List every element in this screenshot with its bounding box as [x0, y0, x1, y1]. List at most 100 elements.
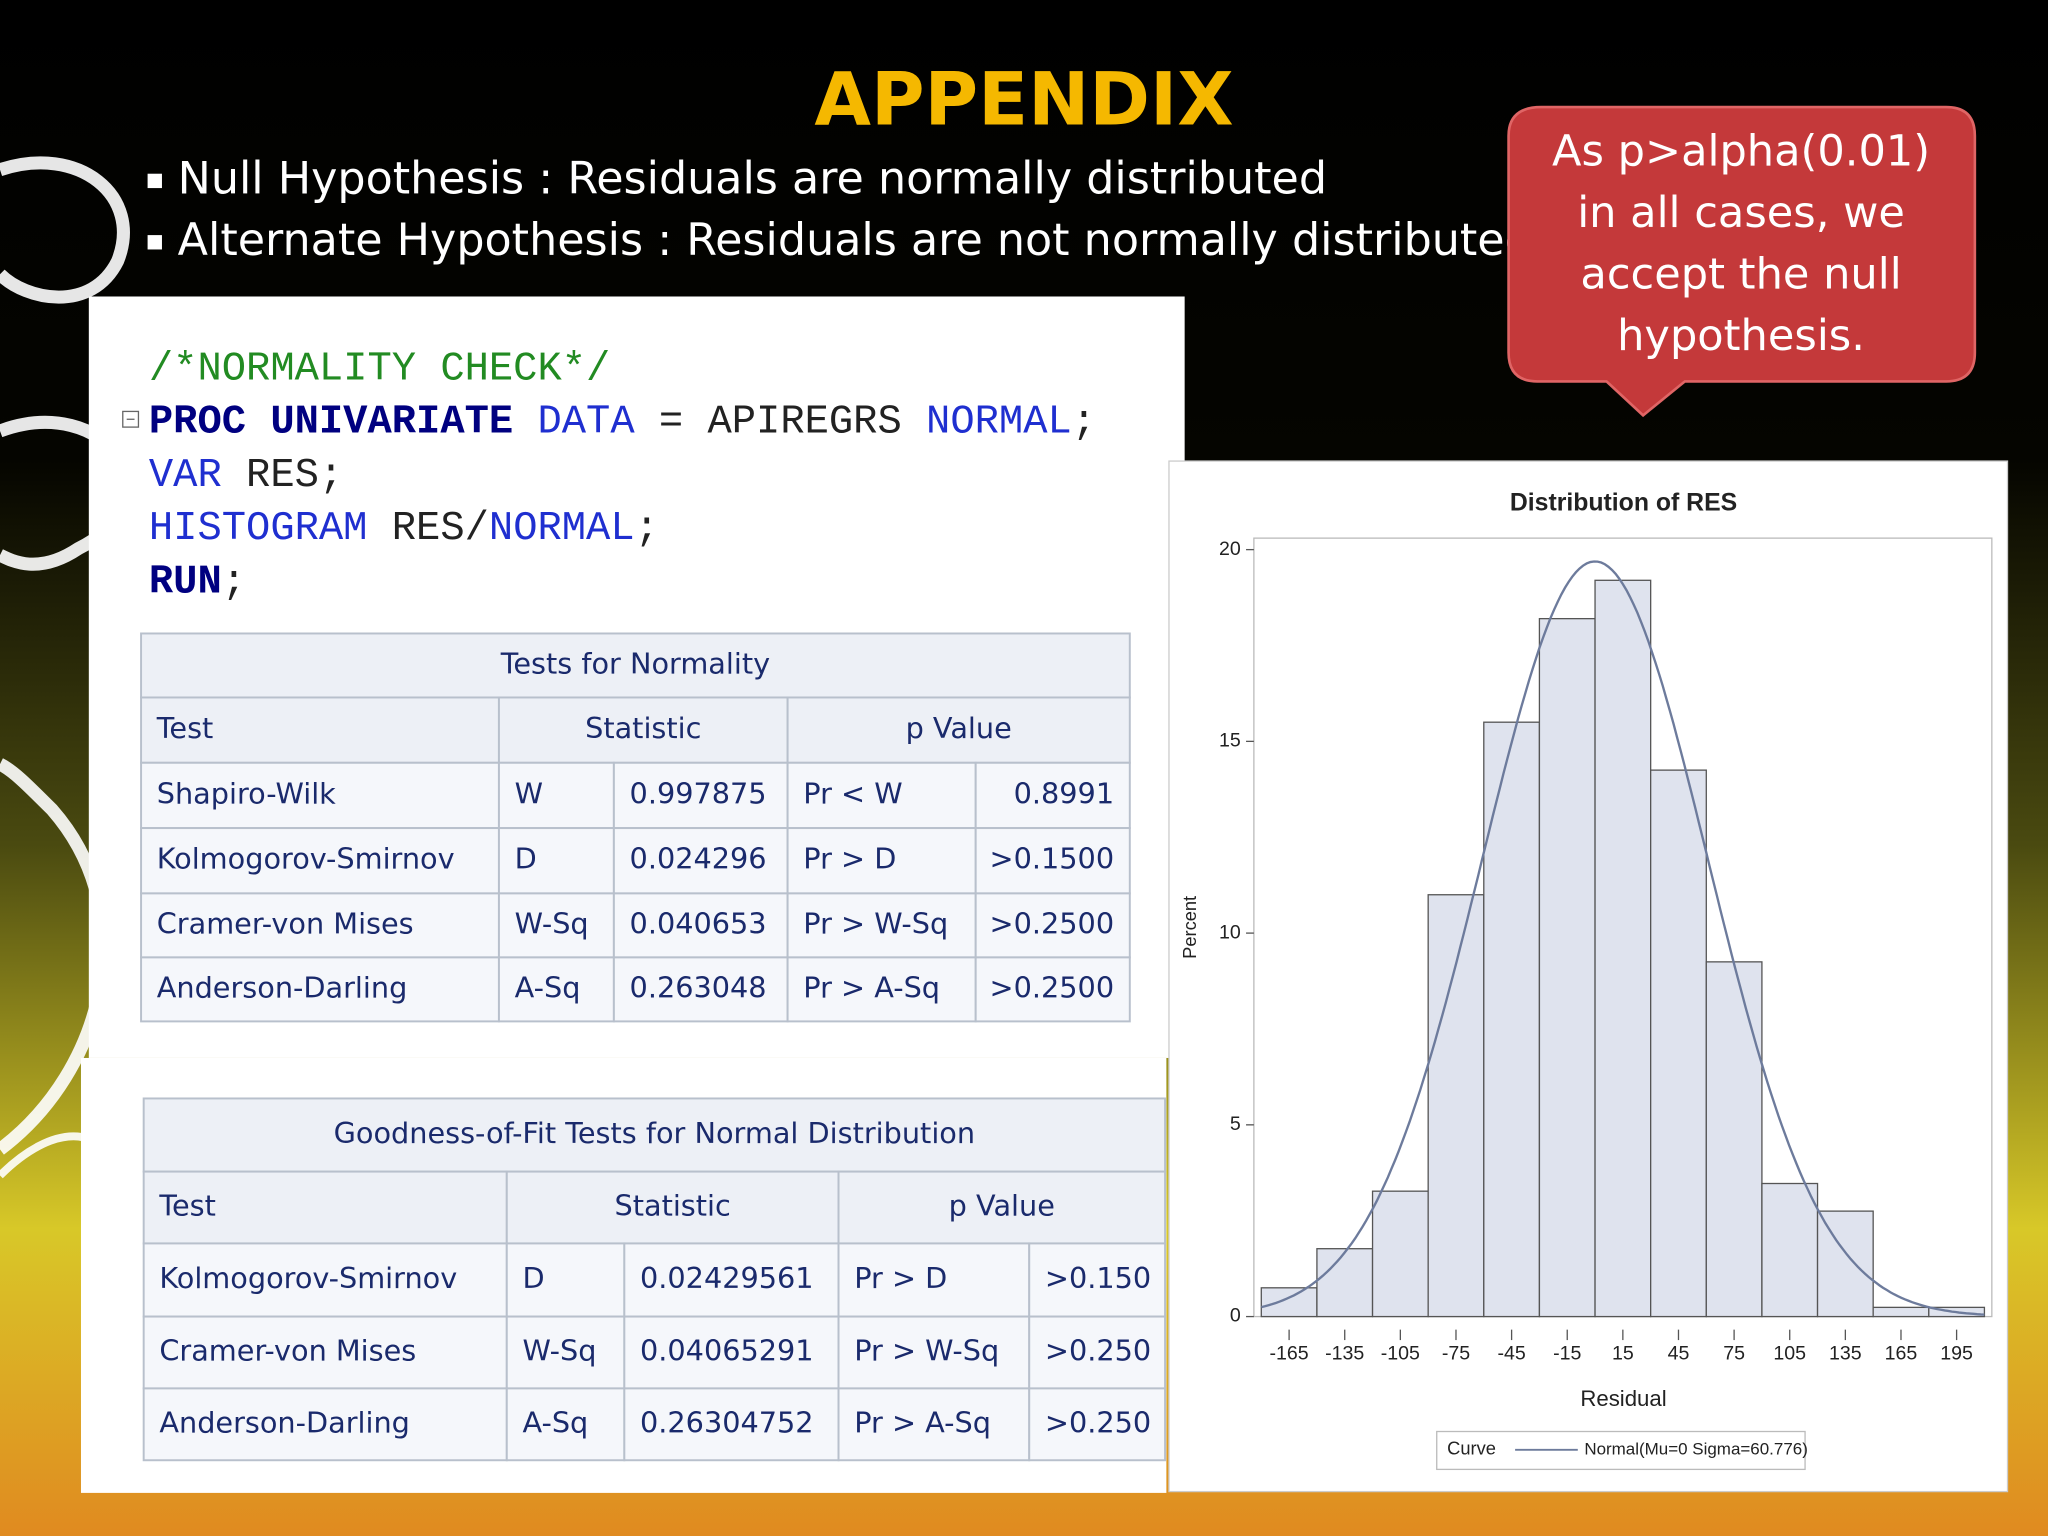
- table-cell: [837, 1387, 1031, 1462]
- table-header: p Value: [906, 711, 1012, 745]
- table-cell: [140, 696, 500, 764]
- x-tick-label: 45: [1668, 1343, 1690, 1365]
- table-cell-text: W-Sq: [515, 906, 589, 940]
- histogram-bar: [1650, 769, 1707, 1318]
- histogram-bar: [1427, 894, 1485, 1318]
- code-line: RUN;: [149, 559, 246, 605]
- legend-box: [1436, 1430, 1806, 1471]
- table-cell-text: >0.150: [1045, 1261, 1151, 1295]
- table-cell-text: 0.02429561: [640, 1261, 814, 1295]
- code-token: NORMAL: [489, 506, 635, 552]
- table-cell-text: Pr > A-Sq: [854, 1405, 991, 1439]
- histogram-bar: [1483, 721, 1541, 1318]
- histogram-bar: [1761, 1182, 1819, 1318]
- table-cell-text: 0.26304752: [640, 1405, 814, 1439]
- table-cell: [142, 1170, 508, 1245]
- bullet-text: Alternate Hypothesis : Residuals are not…: [178, 215, 1533, 266]
- code-line: VAR RES;: [149, 453, 343, 499]
- code-token: HISTOGRAM: [149, 506, 368, 552]
- table-cell: [974, 827, 1131, 895]
- code-token: DATA: [513, 399, 635, 445]
- table-cell-text: A-Sq: [522, 1405, 588, 1439]
- code-block: /*NORMALITY CHECK*/ PROC UNIVARIATE DATA …: [149, 346, 1096, 605]
- bullet-text: Null Hypothesis : Residuals are normally…: [178, 154, 1327, 205]
- stats-table: Tests for Normality Test Statistic p Value S…: [140, 632, 1131, 1023]
- legend-entry: Normal(Mu=0 Sigma=60.776): [1584, 1439, 1808, 1458]
- table-cell: [140, 892, 500, 959]
- table-cell-text: W: [515, 776, 543, 810]
- histogram-bar: [1872, 1306, 1930, 1318]
- code-token: ;: [222, 559, 246, 605]
- table-cell-text: >0.1500: [990, 842, 1115, 876]
- code-token: RES/: [367, 506, 488, 552]
- table-cell-text: Kolmogorov-Smirnov: [159, 1261, 457, 1295]
- table-cell-text: A-Sq: [515, 970, 581, 1004]
- tables: Tests for Normality Test Statistic p Value S…: [140, 632, 1167, 1462]
- code-line: HISTOGRAM RES/NORMAL;: [149, 506, 659, 552]
- table-header: Test: [156, 711, 214, 745]
- table-cell: [497, 892, 615, 959]
- y-tick-label: 20: [1219, 538, 1241, 560]
- y-tick-label: 0: [1230, 1305, 1241, 1327]
- histogram-bar: [1594, 579, 1652, 1318]
- table-cell-text: >0.2500: [990, 970, 1115, 1004]
- callout: [1507, 105, 1977, 418]
- table-cell: [837, 1170, 1167, 1245]
- table-cell-text: 0.024296: [630, 842, 767, 876]
- x-tick-label: -75: [1442, 1343, 1470, 1365]
- callout-line: As p>alpha(0.01): [1552, 127, 1930, 177]
- bullet-marker: [147, 235, 162, 250]
- table-cell-text: 0.8991: [1014, 776, 1115, 810]
- table-cell-text: >0.2500: [990, 906, 1115, 940]
- histogram-bar: [1260, 1287, 1318, 1318]
- x-tick-label: 135: [1829, 1343, 1862, 1365]
- table-cell-text: Anderson-Darling: [157, 970, 408, 1004]
- x-tick-label: -45: [1497, 1343, 1525, 1365]
- table-cell-text: Anderson-Darling: [159, 1405, 410, 1439]
- code-token: RES;: [222, 453, 343, 499]
- table-cell: [497, 761, 615, 830]
- histogram-bar: [1371, 1190, 1429, 1318]
- table-cell-text: Cramer-von Mises: [157, 906, 414, 940]
- table-header: Statistic: [585, 711, 701, 745]
- x-tick-label: 195: [1940, 1343, 1973, 1365]
- x-tick-label: 75: [1723, 1343, 1745, 1365]
- table-cell: [1028, 1387, 1167, 1462]
- callout-line: accept the null: [1580, 249, 1901, 299]
- code-token: NORMAL: [926, 399, 1072, 445]
- table-cell: [837, 1242, 1031, 1318]
- table-cell: [974, 956, 1131, 1023]
- table-cell: [140, 827, 500, 895]
- x-tick-label: 165: [1885, 1343, 1918, 1365]
- table-cell: [505, 1242, 626, 1318]
- table-cell-text: 0.04065291: [640, 1333, 814, 1367]
- table-cell-text: Cramer-von Mises: [159, 1333, 416, 1367]
- table-cell-text: W-Sq: [522, 1333, 596, 1367]
- histogram-bar: [1816, 1210, 1874, 1318]
- table-header: Statistic: [614, 1189, 730, 1223]
- code-token: ;: [1072, 399, 1096, 445]
- table-cell-text: Pr > A-Sq: [803, 970, 940, 1004]
- table-title: Goodness-of-Fit Tests for Normal Distrib…: [334, 1116, 975, 1150]
- table-cell: [142, 1315, 508, 1390]
- table-cell-text: 0.263048: [630, 970, 767, 1004]
- code-token: /*NORMALITY CHECK*/: [149, 346, 610, 392]
- code-line: PROC UNIVARIATE DATA = APIREGRS NORMAL;: [149, 399, 1096, 445]
- table-cell-text: Kolmogorov-Smirnov: [157, 842, 455, 876]
- x-tick-label: -15: [1553, 1343, 1581, 1365]
- histogram-bar: [1538, 617, 1596, 1318]
- table-cell: [142, 1242, 508, 1318]
- table-cell-text: Pr > W-Sq: [854, 1333, 999, 1367]
- table-cell: [497, 956, 615, 1023]
- table-cell-text: Pr > D: [854, 1261, 947, 1295]
- callout-line: hypothesis.: [1617, 311, 1865, 361]
- callout-text: As p>alpha(0.01) in all cases, we accept t…: [1552, 127, 1930, 361]
- table-cell: [505, 1170, 840, 1245]
- x-tick-label: 15: [1612, 1343, 1634, 1365]
- code-token: RUN: [149, 559, 222, 605]
- histogram-bar: [1705, 961, 1763, 1318]
- code-line: /*NORMALITY CHECK*/: [149, 346, 610, 392]
- histogram-chart: Distribution of RES Percent Residual 0 5 10 15…: [1179, 490, 1993, 1471]
- x-axis-label: Residual: [1580, 1386, 1666, 1411]
